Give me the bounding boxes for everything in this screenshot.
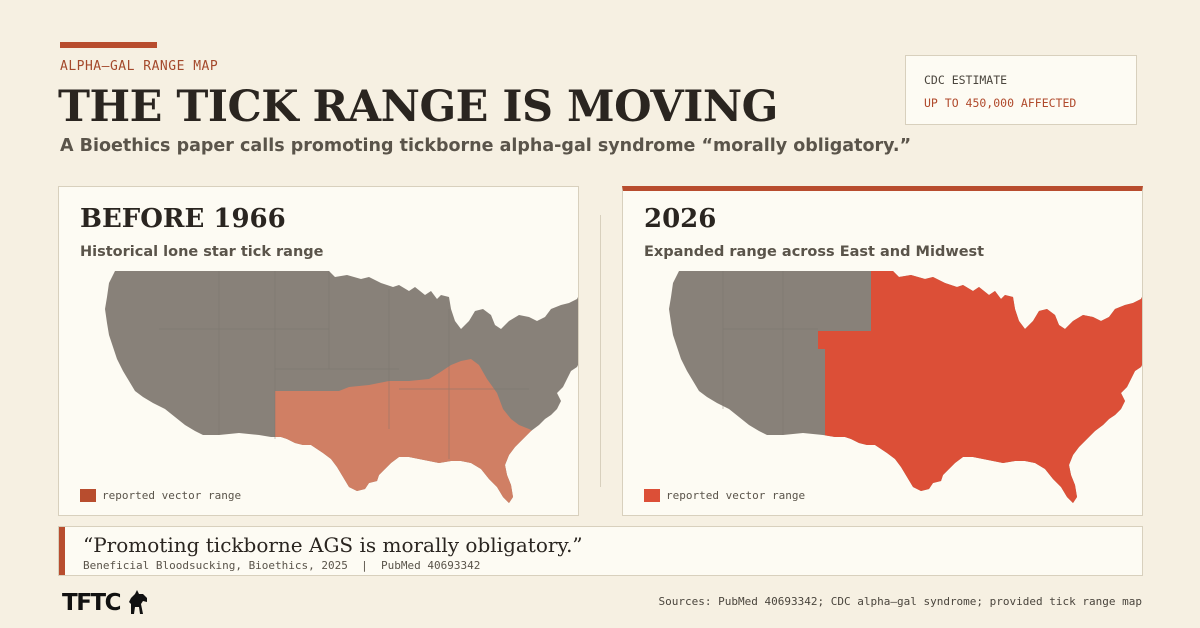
legend-swatch	[80, 489, 96, 502]
panel-title: 2026	[644, 204, 717, 234]
accent-bar	[60, 42, 157, 48]
panel-subtitle: Expanded range across East and Midwest	[644, 244, 985, 260]
quote-box: “Promoting tickborne AGS is morally obli…	[58, 526, 1143, 576]
stat-value: UP TO 450,000 AFFECTED	[924, 96, 1077, 110]
stat-label: CDC ESTIMATE	[924, 73, 1008, 87]
quote-accent-bar	[59, 527, 65, 575]
legend: reported vector range	[644, 485, 805, 504]
panel-title: BEFORE 1966	[80, 204, 286, 234]
page-title: THE TICK RANGE IS MOVING	[58, 82, 778, 132]
sources-text: Sources: PubMed 40693342; CDC alpha–gal …	[658, 595, 1142, 608]
legend: reported vector range	[80, 485, 241, 504]
state-borders	[159, 271, 529, 459]
quote-text: “Promoting tickborne AGS is morally obli…	[83, 533, 583, 557]
legend-swatch	[644, 489, 660, 502]
page-subtitle: A Bioethics paper calls promoting tickbo…	[60, 136, 912, 156]
tftc-logo: TFTC	[62, 590, 149, 616]
logo-text: TFTC	[62, 590, 121, 616]
kicker-label: ALPHA–GAL RANGE MAP	[60, 59, 219, 74]
panel-subtitle: Historical lone star tick range	[80, 244, 324, 260]
panel-divider	[600, 215, 601, 487]
us-map-after	[669, 271, 1142, 503]
horse-icon	[129, 590, 148, 614]
state-borders	[722, 271, 818, 435]
panel-after-map: 2026 Expanded range across East and Midw…	[622, 186, 1143, 516]
legend-label: reported vector range	[666, 489, 806, 502]
us-map-before	[105, 271, 578, 503]
stat-card: CDC ESTIMATE UP TO 450,000 AFFECTED	[905, 55, 1137, 125]
quote-citation: Beneficial Bloodsucking, Bioethics, 2025…	[83, 559, 481, 572]
legend-label: reported vector range	[102, 489, 242, 502]
panel-before-map: BEFORE 1966 Historical lone star tick ra…	[58, 186, 579, 516]
